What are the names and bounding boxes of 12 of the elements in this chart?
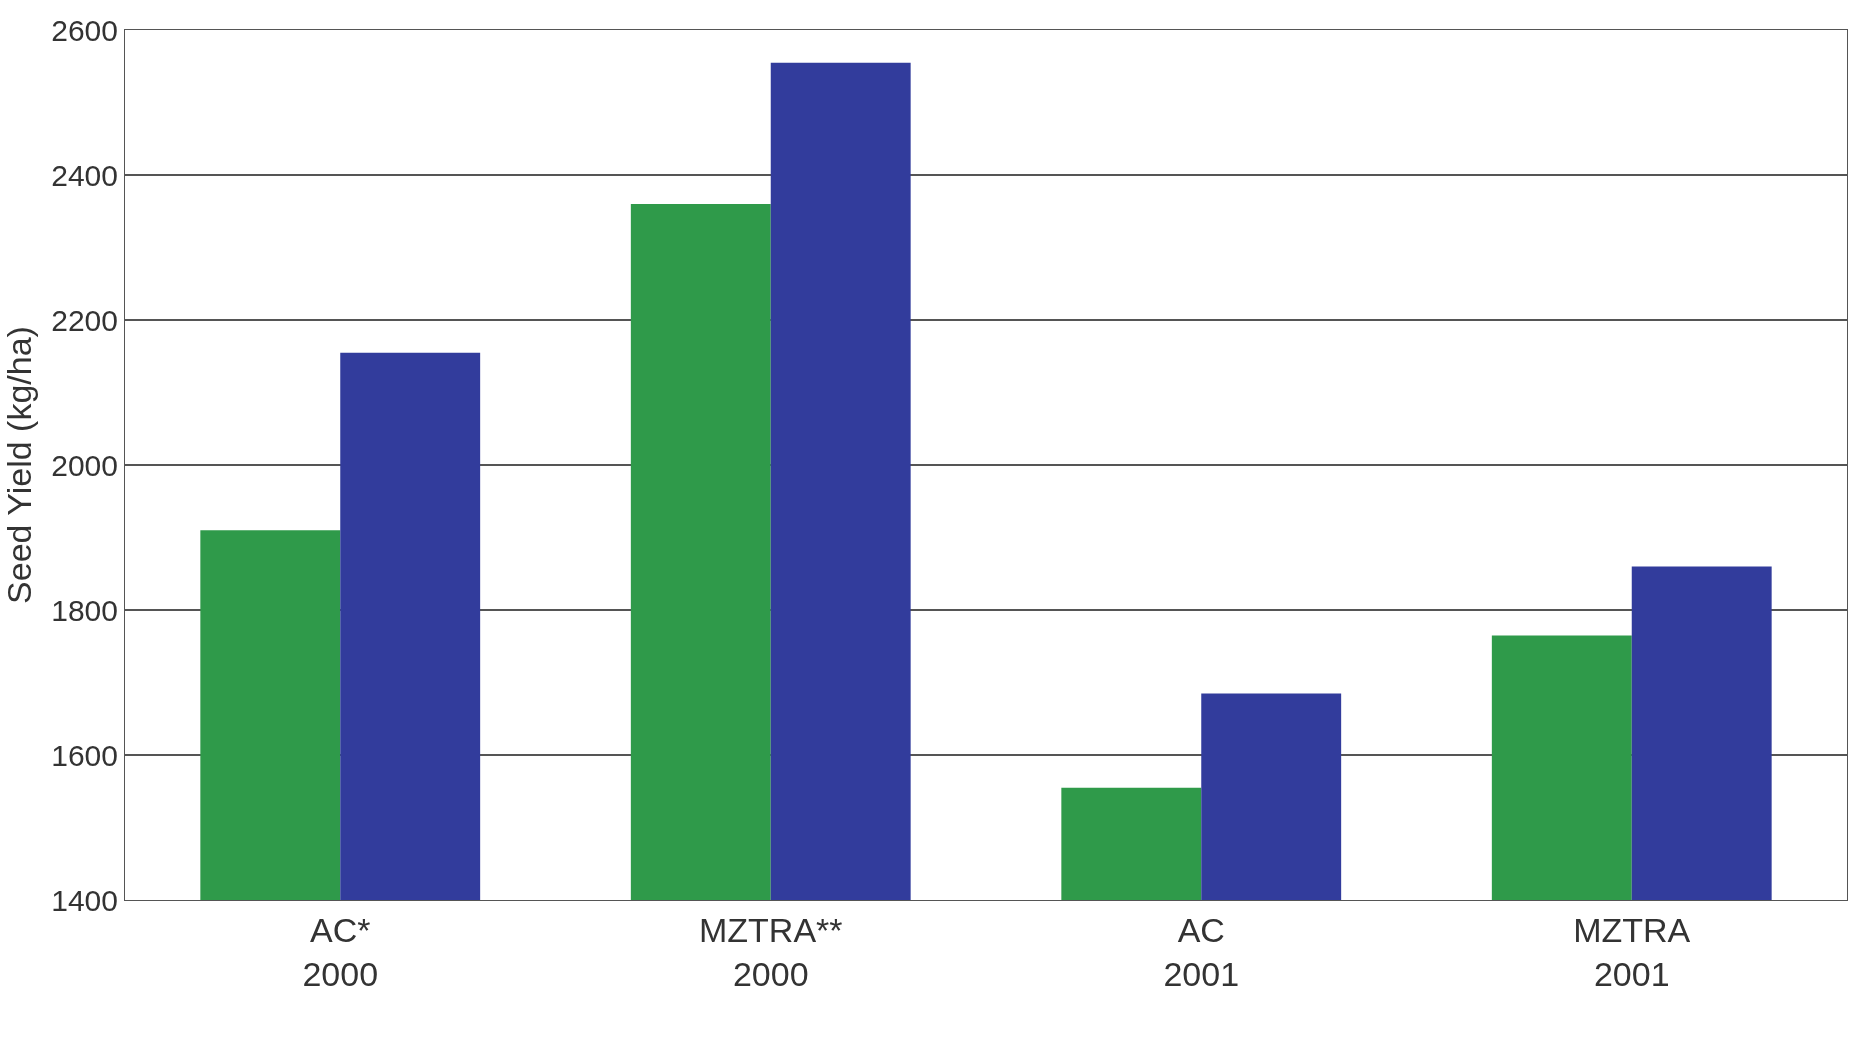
y-tick-label: 1800 — [51, 593, 118, 627]
y-tick-label: 2400 — [51, 158, 118, 192]
y-tick-label: 2600 — [51, 13, 118, 47]
y-tick-label: 2200 — [51, 303, 118, 337]
x-tick-label: AC 2001 — [1163, 910, 1240, 993]
y-axis-title: Seed Yield (kg/ha) — [0, 326, 38, 604]
x-tick-label: MZTRA 2001 — [1573, 910, 1691, 993]
y-tick-label: 1400 — [51, 883, 118, 917]
x-tick-label: MZTRA** 2000 — [698, 910, 843, 993]
y-tick-label: 1600 — [51, 738, 118, 772]
y-tick-label: 2000 — [51, 448, 118, 482]
x-tick-label: AC* 2000 — [302, 910, 379, 993]
